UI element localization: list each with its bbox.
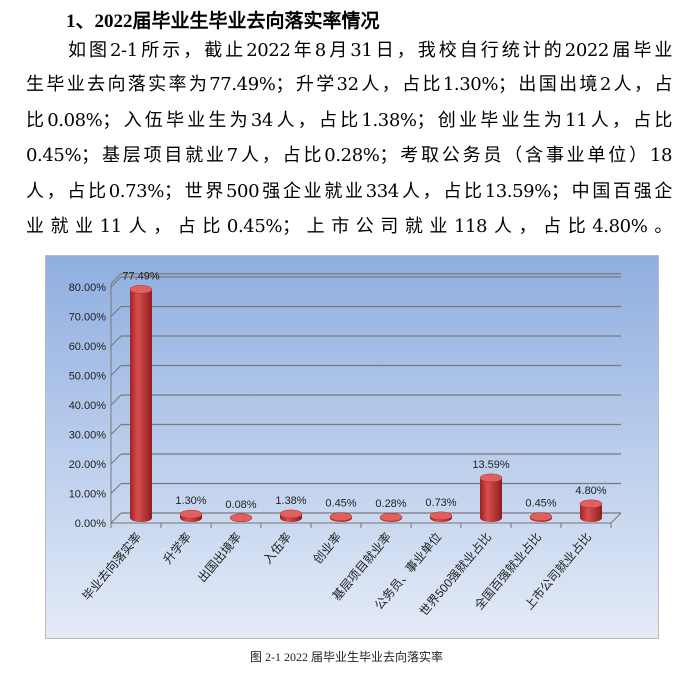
category-label: 创业率	[310, 529, 345, 566]
gridline-diagonal	[110, 335, 122, 347]
gridline-diagonal	[110, 276, 122, 288]
bar-top	[179, 509, 203, 519]
bar-top	[579, 499, 603, 509]
y-tick-label: 30.00%	[69, 430, 107, 442]
paragraph-line: 如图2-1所示，截止2022年8月31日，我校自行统计的2022届毕业	[26, 40, 672, 61]
paragraph-line: 0.45%；基层项目就业7人，占比0.28%；考取公务员（含事业单位）18	[26, 145, 672, 166]
y-tick-label: 80.00%	[69, 282, 107, 294]
data-label: 0.45%	[525, 498, 556, 510]
data-label: 0.08%	[225, 499, 256, 511]
paragraph-line: 人，占比0.73%；世界500强企业就业334人，占比13.59%；中国百强企	[26, 181, 672, 202]
y-tick-label: 70.00%	[69, 312, 107, 324]
y-tick-label: 10.00%	[69, 489, 107, 501]
gridline-diagonal	[110, 394, 122, 406]
floor-edge	[610, 512, 622, 524]
bar-top	[279, 509, 303, 519]
section-heading: 1、2022届毕业生毕业去向落实率情况	[66, 11, 380, 32]
category-label: 入伍率	[260, 529, 295, 566]
bar	[480, 477, 502, 522]
data-label: 0.73%	[425, 497, 456, 509]
bar	[580, 503, 602, 522]
gridline-diagonal	[110, 306, 122, 317]
gridline-diagonal	[110, 365, 122, 376]
figure-caption: 图 2-1 2022 届毕业生毕业去向落实率	[250, 650, 443, 664]
bar-top	[479, 473, 503, 483]
bar-top	[129, 285, 153, 294]
gridline-diagonal	[110, 273, 122, 285]
data-label: 1.30%	[175, 495, 206, 507]
bar-top	[379, 512, 403, 522]
paragraph-line: 业就业11人，占比0.45%；上市公司就业118人，占比4.80%。	[26, 216, 672, 237]
bar-top	[229, 513, 253, 523]
data-label: 1.38%	[275, 495, 306, 507]
y-tick-label: 40.00%	[69, 400, 107, 412]
gridline-diagonal	[110, 483, 122, 494]
bar	[130, 289, 152, 522]
data-label: 77.49%	[122, 270, 160, 282]
data-label: 0.28%	[375, 498, 406, 510]
gridline-diagonal	[110, 424, 122, 435]
y-tick-label: 50.00%	[69, 371, 107, 383]
bar-top	[529, 512, 553, 521]
category-label: 毕业去向落实率	[79, 529, 144, 603]
data-label: 0.45%	[325, 498, 356, 510]
y-tick-label: 0.00%	[75, 518, 106, 530]
gridline-diagonal	[110, 512, 122, 524]
data-label: 4.80%	[575, 485, 606, 497]
bar-chart: 0.00% 10.00% 20.00% 30.00% 40.00% 50.00% 60.00…	[69, 270, 622, 619]
bar-top	[329, 512, 353, 521]
gridline-diagonal	[110, 453, 122, 465]
paragraph-line: 生毕业去向落实率为77.49%；升学32人，占比1.30%；出国出境2人，占	[26, 74, 672, 95]
y-tick-label: 60.00%	[69, 341, 107, 353]
category-label: 升学率	[160, 529, 195, 566]
category-label: 出国出境率	[194, 529, 244, 585]
paragraph-line: 比0.08%；入伍毕业生为34人，占比1.38%；创业毕业生为11人，占比	[26, 110, 672, 131]
y-tick-label: 20.00%	[69, 459, 107, 471]
data-label: 13.59%	[472, 459, 510, 471]
chart-area: 0.00% 10.00% 20.00% 30.00% 40.00% 50.00% 60.00…	[45, 255, 659, 639]
bar-top	[429, 511, 453, 521]
